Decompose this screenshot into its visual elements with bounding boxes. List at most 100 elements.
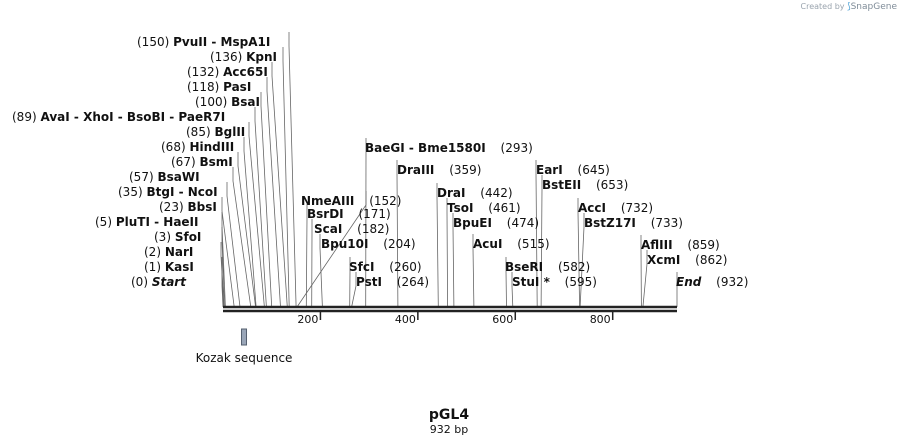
site-enzyme-name: NarI: [165, 245, 194, 259]
site-position: (136): [210, 50, 242, 64]
site-label-scai[interactable]: ScaI (182): [314, 222, 389, 236]
site-label-nari[interactable]: (2) NarI: [144, 245, 193, 259]
site-leader-eari: [535, 160, 538, 308]
site-position: (100): [195, 95, 227, 109]
site-label-pasi[interactable]: (118) PasI: [187, 80, 251, 94]
site-label-text: AccI (732): [578, 201, 653, 215]
site-label-bsmi[interactable]: (67) BsmI: [171, 155, 233, 169]
site-label-drai[interactable]: DraI (442): [437, 186, 513, 200]
site-label-bglii[interactable]: (85) BglII: [186, 125, 245, 139]
site-label-text: (35) BtgI - NcoI: [118, 185, 218, 199]
site-enzyme-name: EarI: [536, 163, 563, 177]
site-enzyme-name: BsaI: [231, 95, 260, 109]
site-leader-bseri: [505, 257, 507, 308]
site-enzyme-name: BstZ17I: [584, 216, 636, 230]
site-leader-pvuii: [288, 32, 297, 308]
site-label-text: (85) BglII: [186, 125, 245, 139]
site-label-acci[interactable]: AccI (732): [578, 201, 653, 215]
site-label-psti[interactable]: PstI (264): [356, 275, 429, 289]
site-label-kpni[interactable]: (136) KpnI: [210, 50, 277, 64]
snapgene-logo-icon: ⟆: [847, 2, 851, 12]
site-enzyme-name: BsaWI: [157, 170, 199, 184]
site-label-bsai[interactable]: (100) BsaI: [195, 95, 260, 109]
site-label-pluti[interactable]: (5) PluTI - HaeII: [95, 215, 199, 229]
site-enzyme-name: PluTI: [116, 215, 150, 229]
site-enzyme-name: DraIII: [397, 163, 434, 177]
site-label-text: BsrDI (171): [307, 207, 391, 221]
site-position: (85): [186, 125, 211, 139]
site-label-nmeaiii[interactable]: NmeAIII (152): [301, 194, 401, 208]
site-label-text: AflIII (859): [641, 238, 720, 252]
site-label-eari[interactable]: EarI (645): [536, 163, 610, 177]
site-label-bsrdi[interactable]: BsrDI (171): [307, 207, 391, 221]
site-label-avai[interactable]: (89) AvaI - XhoI - BsoBI - PaeR7I: [12, 110, 225, 124]
site-label-text: (3) SfoI: [154, 230, 201, 244]
site-label-hindiii[interactable]: (68) HindIII: [161, 140, 234, 154]
site-position: (932): [716, 275, 748, 289]
site-label-xcmi[interactable]: XcmI (862): [647, 253, 727, 267]
site-leader-avai: [254, 107, 267, 308]
site-leader-bglii: [248, 122, 265, 308]
site-enzyme-name: AcuI: [473, 237, 502, 251]
site-leader-tsoi: [446, 198, 448, 308]
site-label-bpuei[interactable]: BpuEI (474): [453, 216, 539, 230]
site-enzyme-name: TsoI: [447, 201, 473, 215]
site-enzyme-name: StuI *: [512, 275, 551, 289]
site-label-pvuii[interactable]: (150) PvuII - MspA1I: [137, 35, 270, 49]
site-label-bbsi[interactable]: (23) BbsI: [159, 200, 217, 214]
site-enzyme-name: BstEII: [542, 178, 581, 192]
site-name-separator: -: [174, 185, 187, 199]
site-enzyme-name: HaeII: [163, 215, 198, 229]
site-label-text: BaeGI - Bme1580I (293): [365, 141, 533, 155]
site-label-acui[interactable]: AcuI (515): [473, 237, 550, 251]
site-label-sfci[interactable]: SfcI (260): [349, 260, 422, 274]
site-label-text: Bpu10I (204): [321, 237, 416, 251]
site-position: (57): [129, 170, 154, 184]
site-enzyme-name: PstI: [356, 275, 382, 289]
site-enzyme-name: ScaI: [314, 222, 342, 236]
site-label-end[interactable]: End (932): [676, 275, 748, 289]
site-label-sfoi[interactable]: (3) SfoI: [154, 230, 201, 244]
site-enzyme-name: AvaI: [40, 110, 69, 124]
site-label-btgi[interactable]: (35) BtgI - NcoI: [118, 185, 218, 199]
site-position: (732): [621, 201, 653, 215]
credit-watermark: Created by ⟆SnapGene: [801, 2, 897, 12]
site-label-start[interactable]: (0) Start: [131, 275, 187, 289]
site-label-text: (68) HindIII: [161, 140, 234, 154]
axis-ticks: 200 400 600 800: [297, 312, 614, 326]
site-label-afliii[interactable]: AflIII (859): [641, 238, 720, 252]
site-label-bstz17i[interactable]: BstZ17I (733): [584, 216, 683, 230]
credit-brand: SnapGene: [850, 2, 897, 12]
site-label-text: ScaI (182): [314, 222, 389, 236]
site-leader-pluti: [221, 212, 226, 308]
site-position: (152): [369, 194, 401, 208]
site-label-bsteii[interactable]: BstEII (653): [542, 178, 628, 192]
site-label-text: (136) KpnI: [210, 50, 277, 64]
site-position: (1): [144, 260, 161, 274]
site-position: (118): [187, 80, 219, 94]
site-enzyme-name: NmeAIII: [301, 194, 354, 208]
site-position: (862): [695, 253, 727, 267]
site-label-baegi[interactable]: BaeGI - Bme1580I (293): [365, 141, 533, 155]
site-labels: (0) Start(1) KasI(2) NarI(3) SfoI(5) Plu…: [12, 35, 748, 289]
site-label-draiii[interactable]: DraIII (359): [397, 163, 481, 177]
site-position: (182): [357, 222, 389, 236]
site-enzyme-name: PasI: [223, 80, 251, 94]
site-enzyme-name: BtgI: [146, 185, 174, 199]
site-position: (171): [358, 207, 390, 221]
site-label-stui[interactable]: StuI * (595): [512, 275, 597, 289]
site-label-text: (89) AvaI - XhoI - BsoBI - PaeR7I: [12, 110, 225, 124]
axis-tick-label: 200: [297, 313, 318, 326]
site-name-separator: -: [165, 110, 178, 124]
site-label-tsoi[interactable]: TsoI (461): [447, 201, 521, 215]
site-label-bseri[interactable]: BseRI (582): [505, 260, 590, 274]
site-position: (89): [12, 110, 37, 124]
site-label-kasi[interactable]: (1) KasI: [144, 260, 194, 274]
site-label-bpu10i[interactable]: Bpu10I (204): [321, 237, 416, 251]
site-enzyme-name: BsoBI: [127, 110, 165, 124]
site-label-bsawi[interactable]: (57) BsaWI: [129, 170, 200, 184]
site-label-acc65i[interactable]: (132) Acc65I: [187, 65, 268, 79]
kozak-feature-bar[interactable]: [241, 328, 248, 346]
